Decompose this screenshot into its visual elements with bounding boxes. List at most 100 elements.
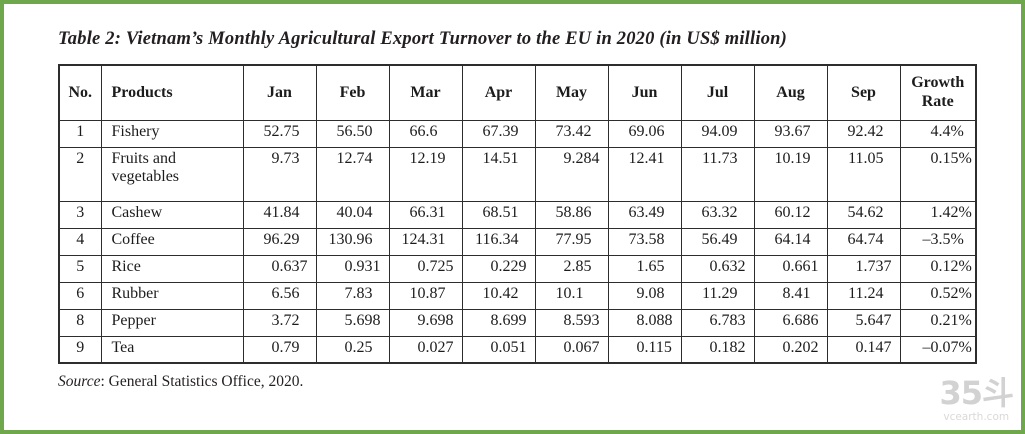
cell-value: 130.96 <box>315 227 390 256</box>
cell-value: 0.637 <box>242 254 317 283</box>
cell-value: 11.73 <box>680 146 755 202</box>
cell-value: 12.74 <box>315 146 390 202</box>
cell-value: 9.284 <box>534 146 609 202</box>
cell-value: 41.84 <box>242 200 317 229</box>
cell-value: 1.65 <box>607 254 682 283</box>
watermark: 35斗 vcearth.com <box>939 373 1014 423</box>
cell-value: 0.182 <box>680 335 755 364</box>
cell-value: 10.19 <box>753 146 828 202</box>
table-title: Table 2: Vietnam’s Monthly Agricultural … <box>58 29 787 49</box>
cell-value: 8.41 <box>753 281 828 310</box>
cell-no: 5 <box>58 254 102 283</box>
source-text: : General Statistics Office, 2020. <box>100 373 304 390</box>
cell-value: 11.29 <box>680 281 755 310</box>
cell-value: 10.87 <box>388 281 463 310</box>
column-header-jan: Jan <box>242 64 317 121</box>
cell-growth-rate: 1.42% <box>899 200 977 229</box>
cell-product: Fruits and vegetables <box>100 146 244 202</box>
cell-no: 6 <box>58 281 102 310</box>
cell-growth-rate: 4.4% <box>899 119 977 148</box>
cell-product: Rubber <box>100 281 244 310</box>
cell-value: 3.72 <box>242 308 317 337</box>
column-header-no: No. <box>58 64 102 121</box>
cell-no: 3 <box>58 200 102 229</box>
column-header-aug: Aug <box>753 64 828 121</box>
cell-value: 0.027 <box>388 335 463 364</box>
cell-value: 66.6 <box>388 119 463 148</box>
header-row: No. Products Jan Feb Mar Apr May Jun Jul Aug Sep Gr… <box>58 64 977 121</box>
cell-product: Rice <box>100 254 244 283</box>
table-row-rice: 5 Rice 0.637 0.931 0.725 0.229 2.85 1.65 0.632 0.… <box>58 254 977 283</box>
cell-value: 0.115 <box>607 335 682 364</box>
cell-no: 8 <box>58 308 102 337</box>
cell-value: 9.698 <box>388 308 463 337</box>
cell-value: 94.09 <box>680 119 755 148</box>
cell-value: 77.95 <box>534 227 609 256</box>
cell-value: 68.51 <box>461 200 536 229</box>
cell-value: 0.79 <box>242 335 317 364</box>
cell-product: Pepper <box>100 308 244 337</box>
cell-value: 0.632 <box>680 254 755 283</box>
cell-value: 0.725 <box>388 254 463 283</box>
cell-growth-rate: 0.21% <box>899 308 977 337</box>
cell-value: 0.147 <box>826 335 901 364</box>
cell-value: 5.698 <box>315 308 390 337</box>
cell-value: 12.41 <box>607 146 682 202</box>
cell-value: 0.25 <box>315 335 390 364</box>
cell-value: 93.67 <box>753 119 828 148</box>
cell-value: 67.39 <box>461 119 536 148</box>
source-note: Source: General Statistics Office, 2020. <box>58 373 1021 391</box>
cell-value: 8.088 <box>607 308 682 337</box>
cell-value: 40.04 <box>315 200 390 229</box>
table-row-pepper: 8 Pepper 3.72 5.698 9.698 8.699 8.593 8.088 6.78… <box>58 308 977 337</box>
table-body: 1 Fishery 52.75 56.50 66.6 67.39 73.42 69.06 94.… <box>58 119 977 364</box>
column-header-feb: Feb <box>315 64 390 121</box>
cell-value: 6.56 <box>242 281 317 310</box>
cell-value: 54.62 <box>826 200 901 229</box>
table-row-fruits-and-vegetables: 2 Fruits and vegetables 9.73 12.74 12.19 14.5… <box>58 146 977 202</box>
cell-value: 0.067 <box>534 335 609 364</box>
cell-value: 5.647 <box>826 308 901 337</box>
vcearth-logo: 35斗 <box>939 373 1014 412</box>
cell-value: 56.50 <box>315 119 390 148</box>
cell-growth-rate: –0.07% <box>899 335 977 364</box>
cell-value: 64.74 <box>826 227 901 256</box>
cell-value: 10.42 <box>461 281 536 310</box>
column-header-mar: Mar <box>388 64 463 121</box>
cell-value: 10.1 <box>534 281 609 310</box>
cell-growth-rate: 0.52% <box>899 281 977 310</box>
cell-value: 124.31 <box>388 227 463 256</box>
cell-value: 66.31 <box>388 200 463 229</box>
cell-no: 9 <box>58 335 102 364</box>
cell-value: 1.737 <box>826 254 901 283</box>
table-row-cashew: 3 Cashew 41.84 40.04 66.31 68.51 58.86 63.49 63.… <box>58 200 977 229</box>
cell-value: 52.75 <box>242 119 317 148</box>
cell-no: 1 <box>58 119 102 148</box>
column-header-jun: Jun <box>607 64 682 121</box>
column-header-may: May <box>534 64 609 121</box>
cell-product: Tea <box>100 335 244 364</box>
vcearth-site-label: vcearth.com <box>943 410 1010 423</box>
cell-growth-rate: 0.15% <box>899 146 977 202</box>
cell-value: 64.14 <box>753 227 828 256</box>
table-row-coffee: 4 Coffee 96.29 130.96 124.31 116.34 77.95 73.58… <box>58 227 977 256</box>
cell-value: 9.73 <box>242 146 317 202</box>
cell-value: 60.12 <box>753 200 828 229</box>
column-header-products: Products <box>100 64 244 121</box>
cell-value: 63.32 <box>680 200 755 229</box>
cell-value: 7.83 <box>315 281 390 310</box>
cell-value: 116.34 <box>461 227 536 256</box>
cell-value: 73.58 <box>607 227 682 256</box>
cell-value: 8.593 <box>534 308 609 337</box>
cell-value: 2.85 <box>534 254 609 283</box>
cell-value: 6.783 <box>680 308 755 337</box>
cell-value: 0.661 <box>753 254 828 283</box>
table-row-fishery: 1 Fishery 52.75 56.50 66.6 67.39 73.42 69.06 94.… <box>58 119 977 148</box>
cell-value: 96.29 <box>242 227 317 256</box>
cell-value: 9.08 <box>607 281 682 310</box>
cell-no: 2 <box>58 146 102 202</box>
column-header-sep: Sep <box>826 64 901 121</box>
cell-value: 0.229 <box>461 254 536 283</box>
cell-value: 56.49 <box>680 227 755 256</box>
